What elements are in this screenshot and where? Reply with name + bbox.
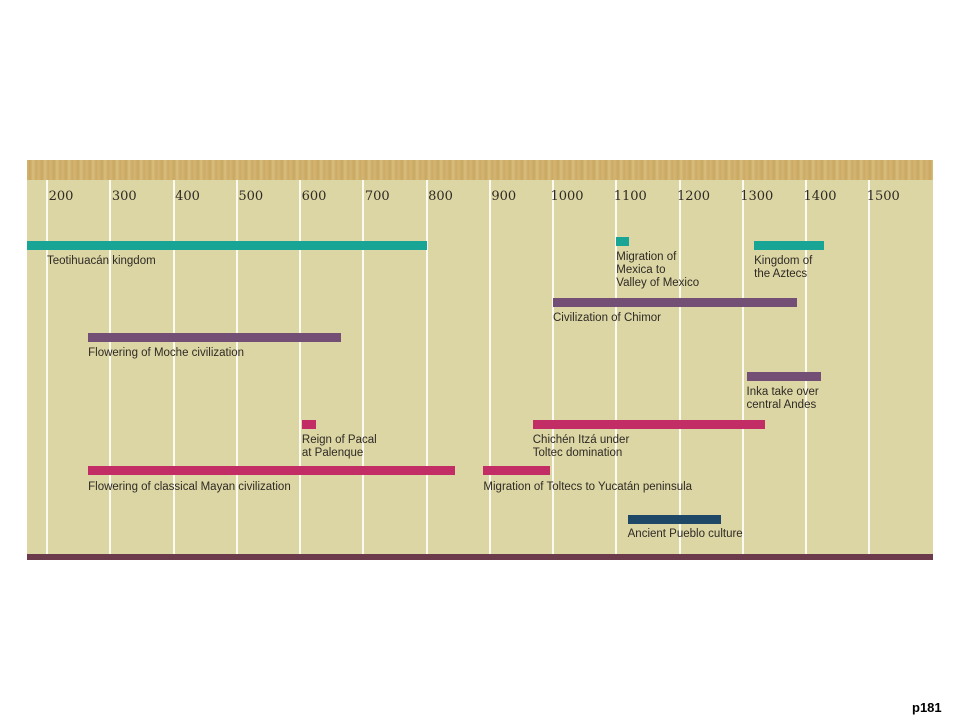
gridline-800 [425, 180, 428, 554]
wood-texture-band [27, 160, 933, 180]
tick-label-1500: 1500 [866, 189, 900, 204]
tick-label-800: 800 [428, 189, 453, 204]
event-label: Migration of Mexica to Valley of Mexico [616, 251, 700, 289]
gridline-300 [109, 180, 112, 554]
event-label: Chichén Itzá under Toltec domination [532, 434, 630, 459]
tick-label-1300: 1300 [740, 189, 774, 204]
event-label: Inka take over central Andes [746, 386, 819, 411]
page-number: p181 [912, 700, 942, 715]
gridline-200 [46, 180, 48, 554]
event-label: Flowering of Moche civilization [88, 347, 245, 359]
gridline-1400 [805, 180, 807, 554]
gridline-700 [362, 180, 365, 554]
event-bar [553, 298, 797, 307]
event-label: Reign of Pacal at Palenque [301, 434, 377, 459]
gridline-500 [235, 180, 238, 554]
tick-label-900: 900 [491, 189, 517, 204]
event-label: Migration of Toltecs to Yucatán peninsul… [483, 481, 693, 493]
gridline-1100 [615, 180, 618, 554]
gridline-1200 [678, 180, 681, 554]
event-label: Ancient Pueblo culture [627, 528, 743, 540]
gridline-1300 [741, 180, 744, 554]
tick-label-300: 300 [111, 189, 137, 204]
gridline-1500 [868, 180, 871, 554]
gridline-900 [488, 180, 491, 554]
gridline-600 [299, 180, 301, 554]
event-bar [88, 333, 342, 342]
bottom-rule [27, 554, 933, 560]
event-bar [532, 420, 765, 429]
event-label: Teotihuacán kingdom [47, 255, 156, 267]
gridline-400 [172, 180, 175, 554]
tick-label-200: 200 [48, 189, 74, 204]
event-bar [627, 515, 721, 524]
event-bar [754, 241, 824, 250]
event-bar [483, 466, 550, 475]
event-bar [27, 241, 427, 250]
tick-label-1100: 1100 [613, 189, 647, 204]
gridline-1000 [552, 180, 554, 554]
tick-label-400: 400 [175, 189, 200, 204]
tick-label-500: 500 [238, 189, 264, 204]
event-label: Kingdom of the Aztecs [754, 255, 813, 280]
event-label: Civilization of Chimor [553, 312, 662, 324]
tick-label-700: 700 [364, 189, 390, 204]
tick-label-1400: 1400 [803, 189, 837, 204]
tick-label-1200: 1200 [676, 189, 711, 204]
event-bar [88, 466, 455, 475]
event-bar [616, 237, 629, 246]
event-bar [746, 372, 821, 381]
tick-label-1000: 1000 [550, 189, 584, 204]
event-bar [301, 420, 316, 429]
timeline-chart: 200 300 400 500 600 700 800 900 1000 1100 1200 1300… [27, 160, 933, 560]
event-label: Flowering of classical Mayan civilizatio… [88, 481, 291, 493]
tick-label-600: 600 [301, 189, 327, 204]
